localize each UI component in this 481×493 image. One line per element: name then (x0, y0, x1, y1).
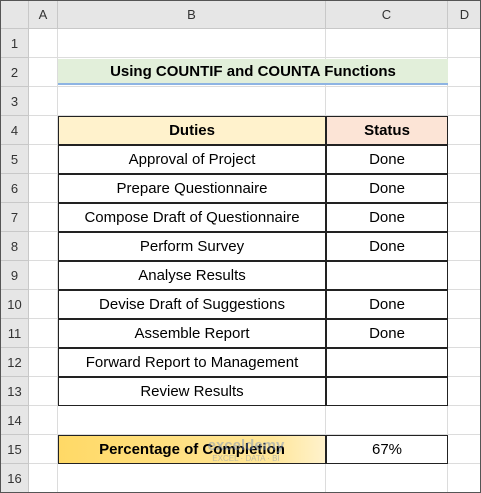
cell (448, 203, 480, 232)
status-cell: Done (326, 174, 448, 203)
row-header: 10 (1, 290, 29, 319)
cell (448, 377, 480, 406)
cell (448, 29, 480, 58)
cell (58, 87, 326, 116)
duty-cell: Prepare Questionnaire (58, 174, 326, 203)
column-header: C (326, 1, 448, 29)
row-header: 14 (1, 406, 29, 435)
corner (1, 1, 29, 29)
duty-cell: Perform Survey (58, 232, 326, 261)
row-header: 11 (1, 319, 29, 348)
duty-cell: Compose Draft of Questionnaire (58, 203, 326, 232)
row-header: 6 (1, 174, 29, 203)
cell (29, 58, 58, 87)
row-header: 3 (1, 87, 29, 116)
cell (29, 116, 58, 145)
duty-cell: Approval of Project (58, 145, 326, 174)
cell (29, 464, 58, 492)
duty-cell: Assemble Report (58, 319, 326, 348)
cell (326, 464, 448, 492)
cell (29, 145, 58, 174)
cell (448, 261, 480, 290)
cell (29, 261, 58, 290)
column-header: D (448, 1, 480, 29)
duty-cell: Devise Draft of Suggestions (58, 290, 326, 319)
cell (29, 203, 58, 232)
cell (448, 58, 480, 87)
row-header: 2 (1, 58, 29, 87)
row-header: 7 (1, 203, 29, 232)
row-header: 15 (1, 435, 29, 464)
row-header: 13 (1, 377, 29, 406)
cell (29, 29, 58, 58)
cell (29, 377, 58, 406)
status-cell (326, 261, 448, 290)
cell (58, 406, 326, 435)
row-header: 9 (1, 261, 29, 290)
cell (326, 87, 448, 116)
cell (58, 29, 326, 58)
status-cell: Done (326, 145, 448, 174)
cell (29, 87, 58, 116)
row-header: 16 (1, 464, 29, 492)
cell (448, 232, 480, 261)
cell (448, 145, 480, 174)
cell (29, 232, 58, 261)
cell (29, 174, 58, 203)
cell (448, 319, 480, 348)
cell (448, 348, 480, 377)
table-header: Duties (58, 116, 326, 145)
row-header: 4 (1, 116, 29, 145)
cell (29, 348, 58, 377)
cell (29, 406, 58, 435)
summary-value: 67% (326, 435, 448, 464)
status-cell (326, 348, 448, 377)
cell (29, 319, 58, 348)
cell (448, 290, 480, 319)
cell (326, 29, 448, 58)
cell (448, 435, 480, 464)
status-cell: Done (326, 290, 448, 319)
column-header: B (58, 1, 326, 29)
cell (58, 464, 326, 492)
cell (448, 464, 480, 492)
cell (29, 290, 58, 319)
title-cell: Using COUNTIF and COUNTA Functions (58, 59, 448, 85)
cell (448, 406, 480, 435)
cell (29, 435, 58, 464)
duty-cell: Review Results (58, 377, 326, 406)
cell (448, 116, 480, 145)
watermark-tagline: EXCEL · DATA · BI (212, 453, 280, 463)
row-header: 12 (1, 348, 29, 377)
watermark-brand: exceldemy (207, 436, 285, 454)
row-header: 1 (1, 29, 29, 58)
cell (448, 174, 480, 203)
status-cell: Done (326, 232, 448, 261)
cell (448, 87, 480, 116)
status-cell: Done (326, 319, 448, 348)
row-header: 5 (1, 145, 29, 174)
cell (326, 406, 448, 435)
status-cell (326, 377, 448, 406)
duty-cell: Forward Report to Management (58, 348, 326, 377)
row-header: 8 (1, 232, 29, 261)
status-cell: Done (326, 203, 448, 232)
column-header: A (29, 1, 58, 29)
duty-cell: Analyse Results (58, 261, 326, 290)
table-header: Status (326, 116, 448, 145)
summary-label: Percentage of Completion (58, 435, 326, 464)
